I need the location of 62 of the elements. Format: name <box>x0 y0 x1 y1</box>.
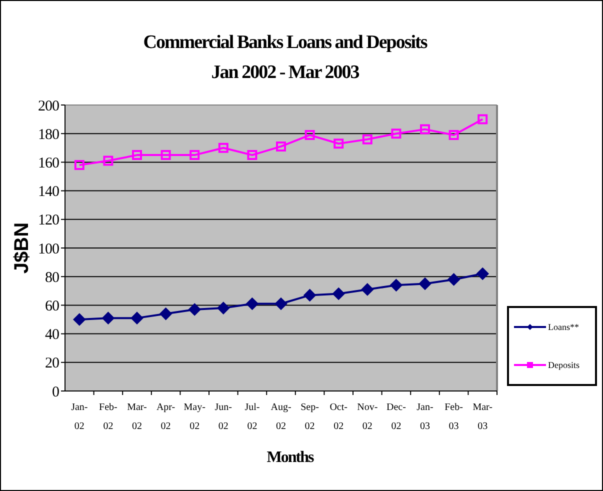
point <box>362 134 372 144</box>
point <box>102 312 114 324</box>
x-tick-label: May-02 <box>184 402 206 432</box>
legend-label: Deposits <box>548 360 580 370</box>
point <box>218 142 228 153</box>
y-tick-label: 140 <box>38 184 59 200</box>
point <box>217 302 230 314</box>
point <box>103 156 114 166</box>
point <box>160 308 172 320</box>
point <box>304 130 315 140</box>
y-tick-label: 100 <box>38 241 59 258</box>
chart-subtitle: Jan 2002 - Mar 2003 <box>211 62 360 83</box>
point <box>419 278 431 290</box>
x-tick-label: Aug-02 <box>270 402 292 432</box>
legend-label: Loans** <box>548 322 580 332</box>
x-tick-label: Mar-03 <box>472 402 492 432</box>
y-axis-title: J$BN <box>11 222 33 274</box>
x-axis-title: Months <box>266 449 314 466</box>
x-tick-label: Nov-02 <box>357 402 378 432</box>
point <box>246 298 258 310</box>
point <box>74 160 84 170</box>
x-tick-label: Jan-03 <box>416 402 434 432</box>
x-tick-label: Jan-02 <box>71 402 88 432</box>
y-tick-label: 80 <box>45 270 59 286</box>
y-tick-label: 20 <box>45 356 59 372</box>
point <box>190 150 200 160</box>
chart-title: Commercial Banks Loans and Deposits <box>143 32 428 53</box>
y-tick-label: 40 <box>45 327 59 344</box>
y-tick-label: 0 <box>52 384 59 400</box>
point <box>448 273 460 286</box>
point <box>132 150 142 160</box>
point <box>276 141 286 152</box>
point <box>73 314 86 326</box>
point <box>476 268 489 280</box>
point <box>448 130 459 140</box>
point <box>247 150 258 160</box>
y-tick-label: 60 <box>45 298 59 314</box>
x-tick-label: Oct-02 <box>330 402 348 432</box>
y-tick-label: 120 <box>38 212 59 229</box>
point <box>131 312 143 324</box>
x-tick-label: Feb-03 <box>444 402 463 432</box>
point <box>390 279 402 292</box>
y-tick-label: 160 <box>38 155 59 172</box>
point <box>478 114 488 124</box>
x-tick-label: Sep-02 <box>300 402 319 432</box>
x-tick-label: Feb-02 <box>99 402 118 432</box>
point <box>391 128 402 139</box>
point <box>275 298 287 310</box>
x-tick-label: Jul-02 <box>244 402 260 432</box>
x-tick-label: Dec-02 <box>386 402 406 432</box>
point <box>420 124 430 134</box>
x-tick-label: Mar-02 <box>127 402 147 432</box>
x-tick-label: Apr-02 <box>156 402 176 432</box>
point <box>361 283 374 296</box>
point <box>334 138 344 149</box>
x-tick-label: Jun-02 <box>214 402 232 432</box>
point <box>332 288 345 300</box>
point <box>304 289 316 302</box>
y-tick-label: 180 <box>38 126 59 143</box>
point <box>160 150 171 160</box>
point <box>188 303 201 316</box>
y-tick-label: 200 <box>38 98 59 114</box>
